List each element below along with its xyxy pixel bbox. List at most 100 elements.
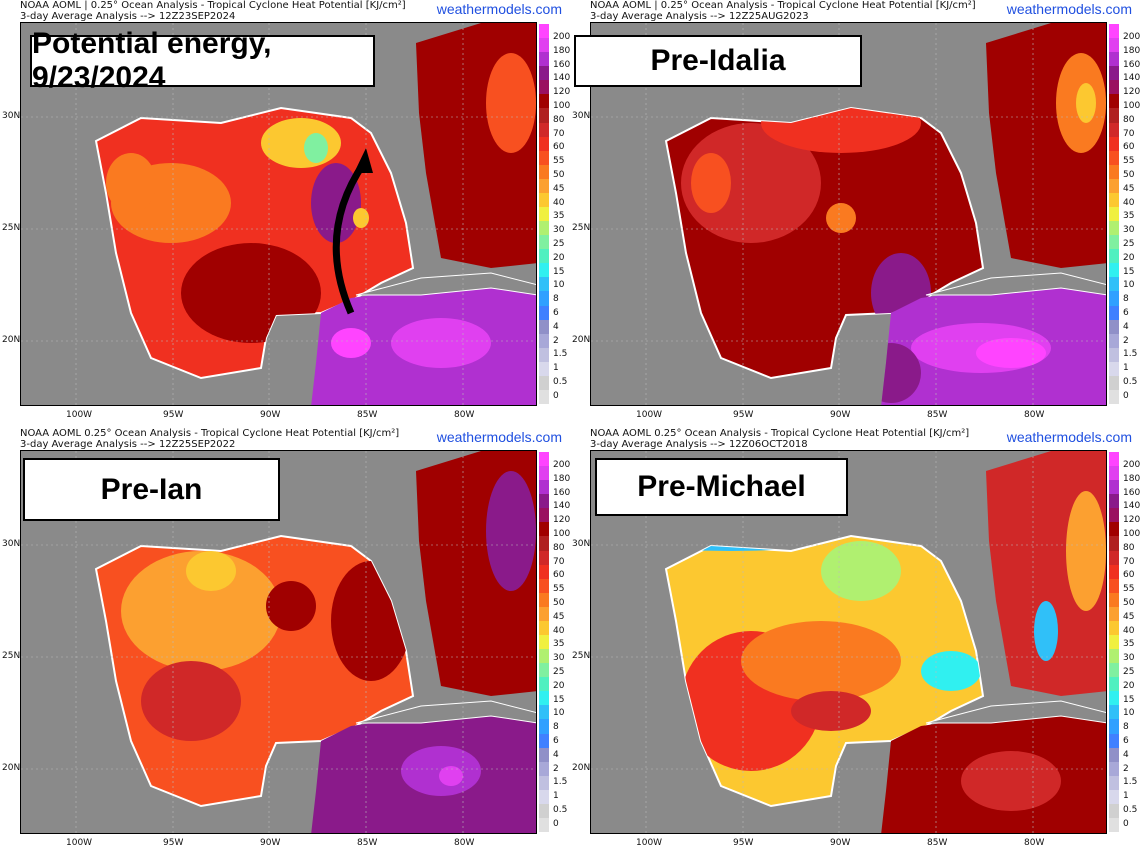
colorbar-swatch bbox=[539, 677, 549, 692]
colorbar-label: 140 bbox=[553, 501, 571, 512]
colorbar-label: 30 bbox=[1123, 653, 1135, 664]
colorbar-label: 70 bbox=[553, 556, 565, 567]
heat-contour bbox=[681, 123, 821, 243]
colorbar-label: 50 bbox=[553, 598, 565, 608]
colorbar-swatch bbox=[1109, 803, 1119, 819]
colorbar-label: 10 bbox=[1123, 280, 1135, 291]
colorbar-swatch bbox=[539, 606, 549, 621]
colorbar-swatch bbox=[539, 803, 549, 819]
ohc-map bbox=[20, 450, 537, 834]
colorbar-swatch bbox=[1109, 164, 1119, 179]
colorbar-swatch bbox=[1109, 494, 1119, 509]
colorbar-swatch bbox=[539, 277, 549, 292]
colorbar-label: 40 bbox=[553, 625, 565, 636]
colorbar-swatch bbox=[539, 649, 549, 664]
colorbar-label: 140 bbox=[1123, 501, 1140, 512]
colorbar-swatch bbox=[1109, 291, 1119, 306]
colorbar-label: 2 bbox=[1123, 335, 1129, 346]
colorbar-swatch bbox=[1109, 592, 1119, 607]
colorbar-swatch bbox=[539, 719, 549, 734]
y-tick-label: 30N bbox=[2, 111, 21, 121]
colorbar-label: 10 bbox=[553, 708, 565, 719]
heat-contour bbox=[391, 318, 491, 368]
colorbar-label: 1 bbox=[553, 363, 559, 374]
colorbar-label: 60 bbox=[553, 142, 565, 153]
heat-contour bbox=[186, 551, 236, 591]
colorbar-swatch bbox=[1109, 221, 1119, 236]
heat-contour bbox=[353, 208, 369, 228]
x-tick-label: 90W bbox=[830, 838, 851, 848]
colorbar-label: 180 bbox=[1123, 473, 1140, 484]
site-watermark: weathermodels.com bbox=[1006, 1, 1132, 17]
colorbar-swatch bbox=[539, 663, 549, 678]
colorbar-swatch bbox=[539, 66, 549, 81]
x-tick-label: 85W bbox=[357, 410, 378, 420]
x-tick-label: 95W bbox=[733, 410, 754, 420]
header-analysis-time: 3-day Average Analysis --> 12Z06OCT2018 bbox=[590, 439, 808, 450]
colorbar-swatch bbox=[1109, 305, 1119, 320]
colorbar-label: 15 bbox=[553, 266, 565, 277]
colorbar-swatch bbox=[539, 691, 549, 706]
colorbar-label: 1 bbox=[553, 791, 559, 802]
header-analysis-time: 3-day Average Analysis --> 12Z25SEP2022 bbox=[20, 439, 236, 450]
colorbar-label: 180 bbox=[553, 45, 571, 56]
x-tick-label: 90W bbox=[260, 838, 281, 848]
map-panel: NOAA AOML | 0.25° Ocean Analysis - Tropi… bbox=[0, 0, 570, 427]
colorbar-label: 70 bbox=[1123, 128, 1135, 139]
colorbar-label: 1.5 bbox=[1123, 349, 1138, 360]
colorbar-swatch bbox=[539, 333, 549, 348]
colorbar-swatch bbox=[1109, 277, 1119, 292]
colorbar-swatch bbox=[539, 361, 549, 376]
colorbar-label: 4 bbox=[553, 749, 559, 760]
map-panel: NOAA AOML | 0.25° Ocean Analysis - Tropi… bbox=[570, 0, 1140, 427]
colorbar-swatch bbox=[539, 38, 549, 53]
colorbar-label: 6 bbox=[1123, 736, 1129, 746]
colorbar-label: 30 bbox=[553, 653, 565, 664]
colorbar-swatch bbox=[539, 733, 549, 748]
colorbar-label: 80 bbox=[553, 542, 565, 553]
colorbar-label: 20 bbox=[553, 252, 565, 263]
x-tick-label: 100W bbox=[66, 410, 93, 420]
heat-contour bbox=[181, 243, 321, 343]
colorbar-label: 15 bbox=[553, 694, 565, 705]
colorbar-swatch bbox=[1109, 375, 1119, 391]
colorbar-label: 160 bbox=[1123, 59, 1140, 70]
colorbar-swatch bbox=[1109, 178, 1119, 193]
x-tick-label: 85W bbox=[927, 410, 948, 420]
colorbar-label: 45 bbox=[553, 611, 565, 622]
heat-contour bbox=[121, 551, 281, 671]
y-tick-label: 25N bbox=[2, 651, 21, 661]
colorbar-label: 55 bbox=[553, 584, 565, 595]
colorbar-swatch bbox=[539, 150, 549, 165]
map-panel: NOAA AOML 0.25° Ocean Analysis - Tropica… bbox=[570, 428, 1140, 855]
colorbar-swatch bbox=[1109, 508, 1119, 523]
x-tick-label: 85W bbox=[357, 838, 378, 848]
colorbar-swatch bbox=[539, 705, 549, 720]
colorbar-swatch bbox=[539, 235, 549, 250]
colorbar-label: 55 bbox=[1123, 584, 1135, 595]
colorbar-label: 6 bbox=[1123, 308, 1129, 318]
colorbar-label: 50 bbox=[1123, 598, 1135, 608]
colorbar-label: 40 bbox=[553, 197, 565, 208]
colorbar-swatch bbox=[539, 24, 549, 39]
colorbar-swatch bbox=[539, 818, 549, 833]
colorbar-swatch bbox=[1109, 38, 1119, 53]
colorbar-label: 8 bbox=[553, 722, 559, 733]
heat-contour bbox=[1034, 601, 1058, 661]
colorbar-label: 120 bbox=[553, 87, 571, 98]
header-title: NOAA AOML | 0.25° Ocean Analysis - Tropi… bbox=[590, 0, 976, 11]
colorbar-swatch bbox=[1109, 207, 1119, 222]
heat-contour bbox=[106, 153, 156, 213]
colorbar-label: 50 bbox=[1123, 170, 1135, 180]
colorbar-label: 0.5 bbox=[553, 377, 568, 387]
colorbar-label: 180 bbox=[553, 473, 571, 484]
heat-contour bbox=[666, 536, 821, 551]
colorbar-swatch bbox=[1109, 550, 1119, 565]
colorbar-label: 35 bbox=[553, 639, 565, 650]
colorbar bbox=[1109, 452, 1119, 833]
colorbar-swatch bbox=[539, 494, 549, 509]
colorbar-swatch bbox=[1109, 564, 1119, 579]
colorbar-swatch bbox=[539, 620, 549, 636]
header-analysis-time: 3-day Average Analysis --> 12Z25AUG2023 bbox=[590, 11, 809, 22]
colorbar-swatch bbox=[539, 347, 549, 362]
